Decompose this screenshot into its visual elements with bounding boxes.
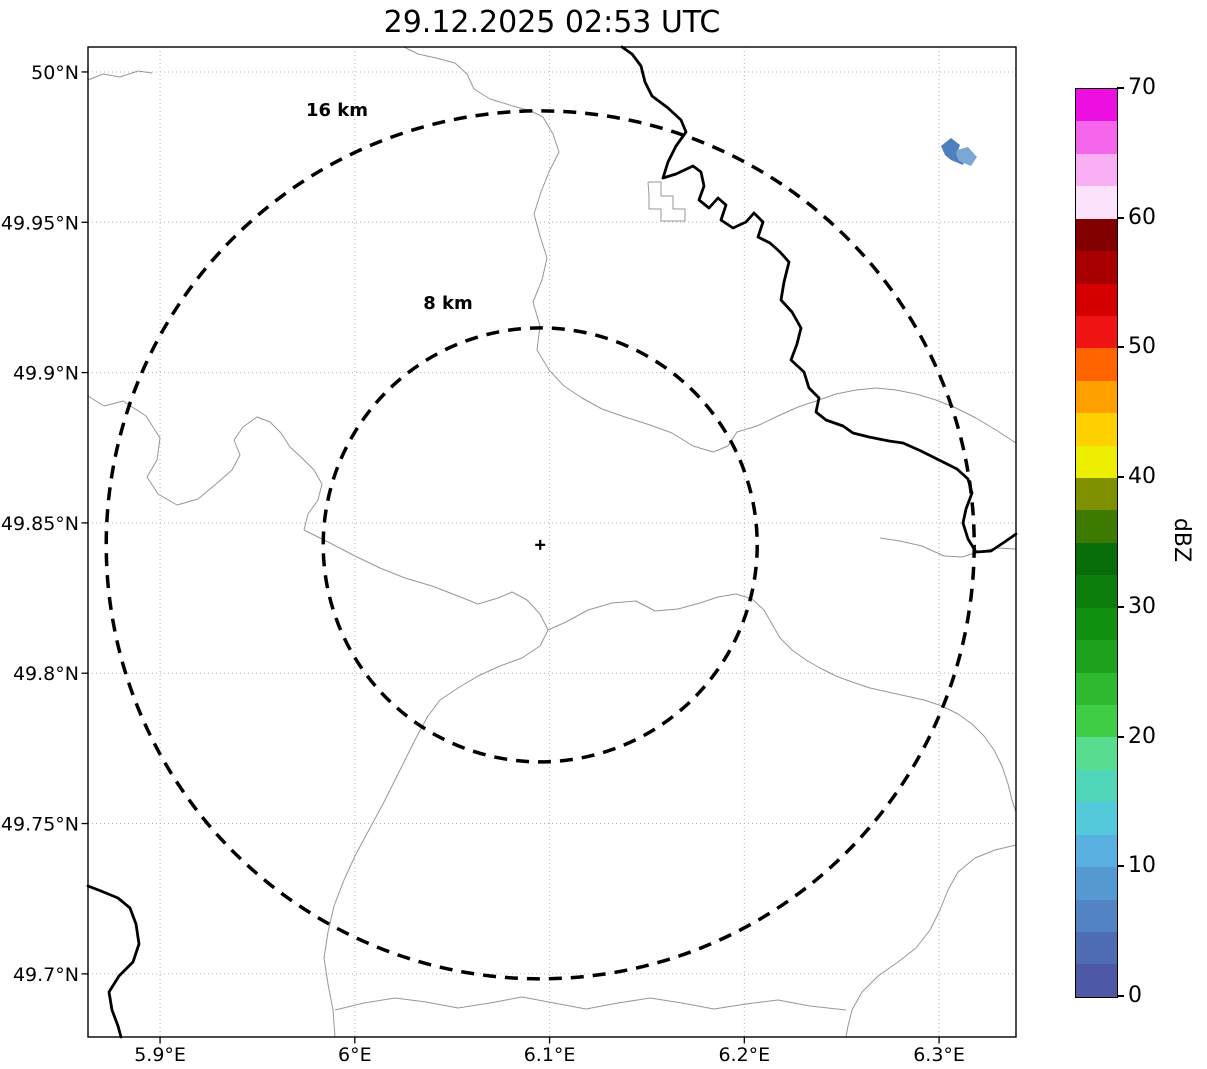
colorbar-band <box>1076 348 1117 381</box>
colorbar-band <box>1076 867 1117 900</box>
range-ring-16km <box>104 109 976 981</box>
map-boundary-line <box>87 70 153 81</box>
colorbar-band <box>1076 283 1117 316</box>
map-boundary-line <box>403 46 817 453</box>
colorbar-band <box>1076 542 1117 576</box>
colorbar-band <box>1076 445 1117 479</box>
colorbar-band <box>1076 575 1117 608</box>
colorbar-tick <box>1117 476 1124 479</box>
colorbar-tick <box>1117 346 1124 349</box>
colorbar-band <box>1076 802 1117 835</box>
ring-label: 16 km <box>306 100 368 121</box>
colorbar-band <box>1076 315 1117 349</box>
y-tick-label: 49.85°N <box>1 513 79 535</box>
colorbar-band <box>1076 834 1117 868</box>
map-boundary-line <box>87 395 323 531</box>
colorbar-tick-label: 10 <box>1128 853 1156 879</box>
x-tick-label: 6.1°E <box>524 1044 576 1066</box>
colorbar-band <box>1076 607 1117 641</box>
y-tick-label: 49.75°N <box>1 814 79 836</box>
map-boundary-line <box>547 593 1017 813</box>
colorbar-band <box>1076 769 1117 803</box>
y-tick-label: 49.7°N <box>13 964 79 986</box>
river-border-line <box>86 884 141 1039</box>
colorbar-band <box>1076 413 1117 446</box>
y-tick-label: 49.8°N <box>13 663 79 685</box>
colorbar-tick-label: 50 <box>1128 334 1156 360</box>
colorbar-label: dBZ <box>1169 517 1194 563</box>
colorbar-tick-label: 60 <box>1128 204 1156 230</box>
colorbar-band <box>1076 931 1117 965</box>
colorbar-tick <box>1117 865 1124 868</box>
y-tick-label: 49.9°N <box>13 363 79 385</box>
colorbar-band <box>1076 121 1117 154</box>
colorbar-band <box>1076 964 1117 997</box>
colorbar-tick-label: 40 <box>1128 464 1156 490</box>
map-boundary-line <box>334 996 847 1011</box>
x-tick-label: 6°E <box>338 1044 372 1066</box>
colorbar-band <box>1076 510 1117 543</box>
map-boundary-line <box>303 529 549 1038</box>
colorbar-tick <box>1117 87 1124 89</box>
colorbar-tick-label: 30 <box>1128 593 1156 619</box>
colorbar-tick <box>1117 216 1124 219</box>
colorbar-band <box>1076 705 1117 738</box>
colorbar-band <box>1076 737 1117 770</box>
colorbar-tick <box>1117 735 1124 738</box>
colorbar-band <box>1076 672 1117 706</box>
x-tick-label: 5.9°E <box>134 1044 186 1066</box>
colorbar-tick-label: 0 <box>1128 983 1142 1008</box>
radar-echo <box>956 147 977 166</box>
colorbar-band <box>1076 251 1117 284</box>
colorbar-band <box>1076 153 1117 187</box>
colorbar-band <box>1076 218 1117 252</box>
colorbar-tick-label: 20 <box>1128 723 1156 749</box>
map-boundary-line <box>647 181 686 222</box>
colorbar-tick-label: 70 <box>1128 75 1156 100</box>
map-boundary-line <box>815 387 1017 444</box>
colorbar-band <box>1076 899 1117 932</box>
y-tick-label: 50°N <box>31 62 79 84</box>
colorbar-band <box>1076 186 1117 219</box>
colorbar-band <box>1076 478 1117 511</box>
river-border-line <box>620 45 1018 554</box>
colorbar-band <box>1076 89 1117 122</box>
plot-border <box>87 46 1017 1038</box>
colorbar-band <box>1076 380 1117 414</box>
colorbar <box>1075 88 1118 998</box>
colorbar-tick <box>1117 605 1124 608</box>
colorbar-tick <box>1117 995 1124 997</box>
range-ring-8km <box>321 326 759 764</box>
map-boundary-line <box>845 844 1017 1038</box>
plot-title: 29.12.2025 02:53 UTC <box>383 5 721 40</box>
ring-label: 8 km <box>423 293 473 314</box>
x-tick-label: 6.3°E <box>913 1044 965 1066</box>
y-tick-label: 49.95°N <box>1 212 79 234</box>
x-tick-label: 6.2°E <box>718 1044 770 1066</box>
colorbar-band <box>1076 640 1117 673</box>
